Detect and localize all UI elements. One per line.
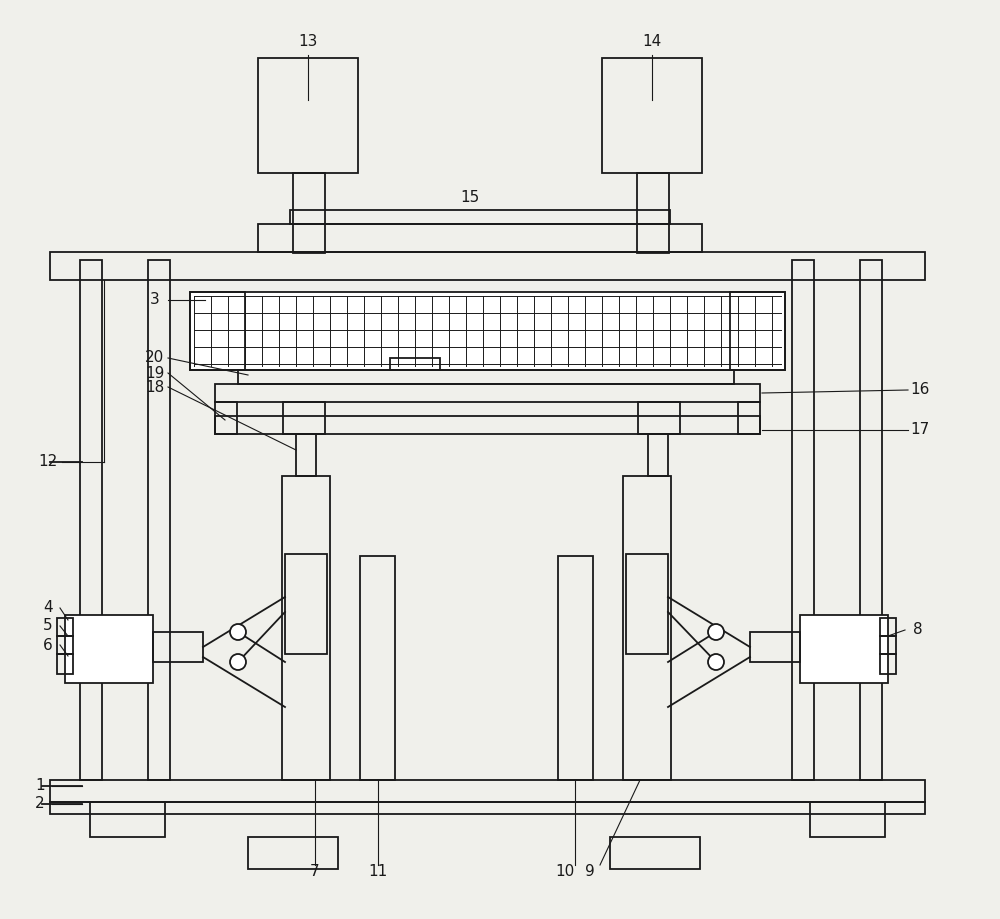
Bar [282,476,330,780]
Circle shape [708,624,724,640]
Bar [238,370,734,384]
Text: 2: 2 [35,797,45,811]
Bar [296,434,316,476]
Text: 17: 17 [910,423,930,437]
Bar [50,780,925,802]
Bar [258,224,702,252]
Circle shape [708,654,724,670]
Text: 3: 3 [150,292,160,308]
Bar [57,654,73,674]
Text: 12: 12 [38,455,58,470]
Text: 15: 15 [460,190,480,206]
Bar [50,252,925,280]
Text: 13: 13 [298,35,318,50]
Circle shape [230,624,246,640]
Bar [190,292,785,370]
Text: 5: 5 [43,618,53,633]
Bar [153,632,203,662]
Bar [730,292,785,370]
Bar [283,402,325,434]
Text: 7: 7 [310,865,320,879]
Text: 1: 1 [35,778,45,793]
Bar [248,837,338,869]
Bar [293,173,325,253]
Bar [860,260,882,780]
Bar [360,556,395,780]
Bar [215,402,237,434]
Text: 19: 19 [145,366,165,380]
Bar [800,615,888,683]
Bar [792,260,814,780]
Bar [610,837,700,869]
Bar [880,636,896,654]
Text: 14: 14 [642,35,662,50]
Bar [738,402,760,434]
Bar [390,358,440,370]
Bar [90,802,165,837]
Text: 6: 6 [43,638,53,652]
Text: 10: 10 [555,865,575,879]
Bar [258,58,358,173]
Text: 18: 18 [145,380,165,394]
Bar [50,802,925,814]
Bar [215,384,760,402]
Text: 4: 4 [43,600,53,616]
Bar [880,654,896,674]
Bar [750,632,800,662]
Bar [190,292,245,370]
Text: 8: 8 [913,622,923,638]
Bar [285,554,327,654]
Circle shape [230,654,246,670]
Bar [290,210,670,224]
Bar [623,476,671,780]
Bar [602,58,702,173]
Bar [148,260,170,780]
Bar [57,618,73,636]
Bar [57,636,73,654]
Bar [637,173,669,253]
Bar [558,556,593,780]
Text: 16: 16 [910,382,930,398]
Bar [648,434,668,476]
Text: 20: 20 [145,350,165,366]
Text: 11: 11 [368,865,388,879]
Bar [626,554,668,654]
Bar [810,802,885,837]
Bar [215,416,760,434]
Bar [65,615,153,683]
Bar [638,402,680,434]
Bar [880,618,896,636]
Bar [80,260,102,780]
Text: 9: 9 [585,865,595,879]
